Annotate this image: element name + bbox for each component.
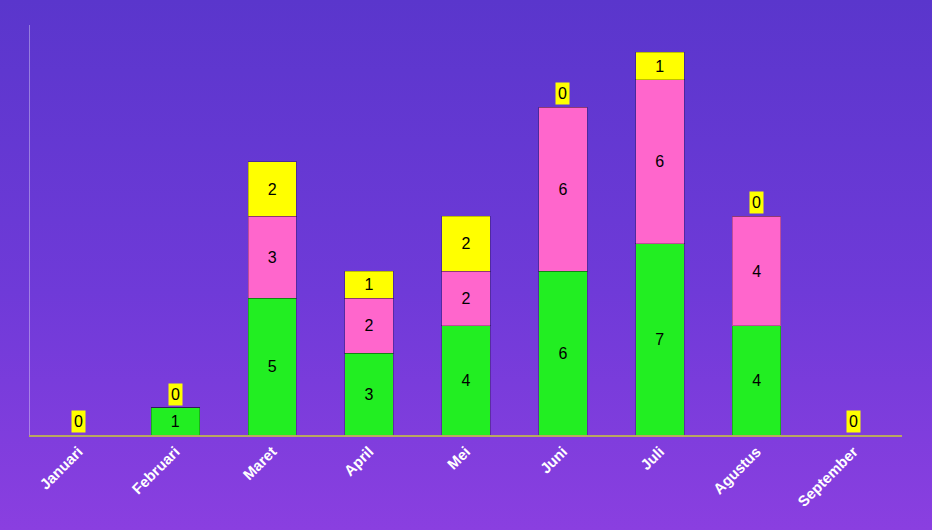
svg-text:1: 1 — [655, 58, 664, 75]
svg-text:6: 6 — [558, 345, 567, 362]
svg-text:Januari: Januari — [36, 443, 86, 493]
svg-text:0: 0 — [752, 194, 761, 211]
svg-text:6: 6 — [558, 181, 567, 198]
svg-text:Agustus: Agustus — [710, 443, 764, 497]
svg-text:1: 1 — [171, 413, 180, 430]
svg-text:0: 0 — [849, 413, 858, 430]
svg-text:3: 3 — [268, 249, 277, 266]
svg-text:4: 4 — [462, 372, 471, 389]
svg-text:April: April — [340, 443, 376, 479]
svg-text:0: 0 — [74, 413, 83, 430]
svg-text:Maret: Maret — [239, 443, 279, 483]
svg-text:2: 2 — [268, 181, 277, 198]
svg-text:September: September — [794, 443, 861, 510]
svg-text:5: 5 — [268, 358, 277, 375]
svg-text:6: 6 — [655, 153, 664, 170]
svg-text:2: 2 — [462, 235, 471, 252]
svg-text:7: 7 — [655, 331, 664, 348]
svg-text:4: 4 — [752, 263, 761, 280]
svg-text:2: 2 — [365, 317, 374, 334]
svg-text:4: 4 — [752, 372, 761, 389]
svg-text:0: 0 — [171, 386, 180, 403]
svg-text:Juni: Juni — [536, 443, 570, 477]
svg-text:Mei: Mei — [444, 443, 474, 473]
svg-text:3: 3 — [365, 386, 374, 403]
svg-text:Februari: Februari — [128, 443, 182, 497]
svg-text:0: 0 — [558, 85, 567, 102]
svg-text:Juli: Juli — [637, 443, 667, 473]
svg-text:1: 1 — [365, 276, 374, 293]
svg-text:2: 2 — [462, 290, 471, 307]
